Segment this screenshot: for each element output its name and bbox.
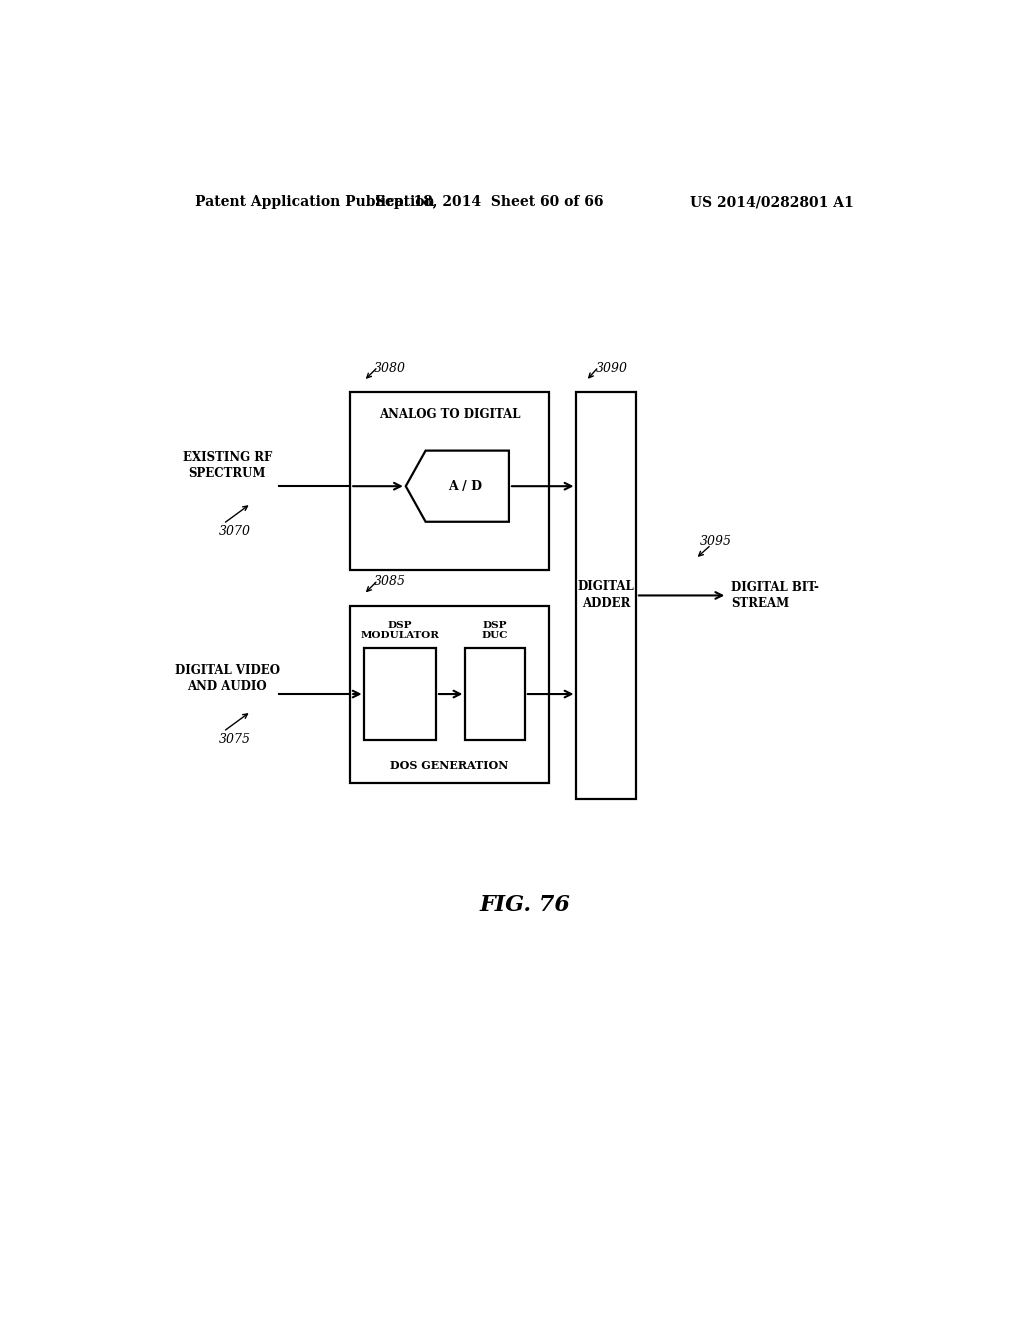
Text: Patent Application Publication: Patent Application Publication [196, 195, 435, 209]
Text: 3070: 3070 [219, 525, 251, 539]
Text: US 2014/0282801 A1: US 2014/0282801 A1 [690, 195, 854, 209]
Bar [465, 648, 524, 739]
Text: DOS GENERATION: DOS GENERATION [390, 760, 509, 771]
Text: ANALOG TO DIGITAL: ANALOG TO DIGITAL [379, 408, 520, 421]
Text: Sep. 18, 2014  Sheet 60 of 66: Sep. 18, 2014 Sheet 60 of 66 [375, 195, 603, 209]
Bar [350, 392, 549, 570]
Text: DIGITAL BIT-
STREAM: DIGITAL BIT- STREAM [731, 581, 819, 610]
Text: DSP
DUC: DSP DUC [482, 620, 508, 640]
Text: A / D: A / D [449, 479, 482, 492]
Polygon shape [406, 450, 509, 521]
Text: EXISTING RF
SPECTRUM: EXISTING RF SPECTRUM [182, 451, 271, 480]
Bar [350, 606, 549, 784]
Text: 3095: 3095 [699, 535, 731, 548]
Text: DIGITAL
ADDER: DIGITAL ADDER [578, 581, 635, 610]
Text: 3085: 3085 [374, 576, 407, 589]
Text: 3080: 3080 [374, 362, 407, 375]
Text: DSP
MODULATOR: DSP MODULATOR [360, 620, 439, 640]
Text: FIG. 76: FIG. 76 [479, 895, 570, 916]
Text: DIGITAL VIDEO
AND AUDIO: DIGITAL VIDEO AND AUDIO [175, 664, 280, 693]
Bar [365, 648, 436, 739]
Text: 3090: 3090 [595, 362, 628, 375]
Text: 3075: 3075 [219, 734, 251, 746]
Bar [577, 392, 636, 799]
